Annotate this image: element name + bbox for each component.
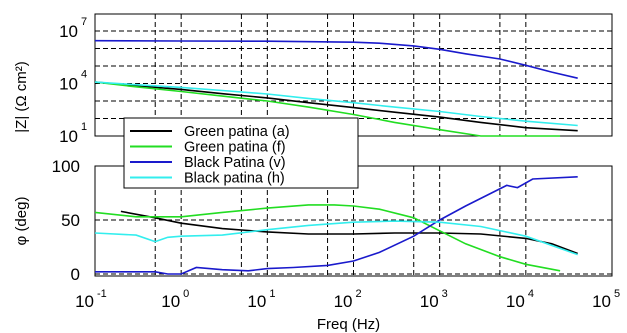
frequency-tick-exponent: 4 — [528, 288, 534, 300]
frequency-tick-label: 10 — [75, 292, 94, 311]
frequency-tick-labels: 10 -1 10 0 10 1 10 2 10 3 10 4 10 5 — [75, 288, 620, 311]
frequency-tick-exponent: -1 — [97, 288, 107, 300]
frequency-axis-label: Freq (Hz) — [317, 316, 380, 333]
phase-y-tick-label: 0 — [71, 265, 80, 284]
frequency-tick-exponent: 0 — [183, 288, 189, 300]
impedance-series-black-patina-h — [94, 81, 578, 127]
frequency-tick-label: 10 — [506, 292, 525, 311]
phase-series-black-patina-h — [94, 220, 578, 256]
phase-y-tick-label: 100 — [52, 157, 80, 176]
frequency-tick-label: 10 — [334, 292, 353, 311]
impedance-y-tick-label: 10 — [59, 75, 78, 94]
impedance-y-axis-label: |Z| (Ω cm²) — [13, 61, 30, 132]
impedance-y-tick-exponent: 7 — [81, 16, 87, 28]
legend-label-black-patina-v: Black Patina (v) — [184, 155, 286, 171]
impedance-series-green-patina-f — [94, 81, 561, 137]
frequency-tick-label: 10 — [420, 292, 439, 311]
legend-label-black-patina-h: Black patina (h) — [184, 171, 285, 187]
legend: Green patina (a)Green patina (f)Black Pa… — [123, 117, 359, 189]
impedance-y-tick-label: 10 — [59, 22, 78, 41]
impedance-y-tick-exponent: 4 — [81, 69, 87, 81]
impedance-series-black-patina-v — [94, 39, 578, 79]
frequency-tick-exponent: 2 — [356, 288, 362, 300]
impedance-series-green-patina-a — [94, 81, 578, 132]
legend-box — [123, 117, 359, 189]
impedance-y-tick-exponent: 1 — [81, 121, 87, 133]
legend-label-green-patina-f: Green patina (f) — [184, 140, 286, 156]
frequency-tick-label: 10 — [161, 292, 180, 311]
legend-label-green-patina-a: Green patina (a) — [184, 124, 290, 140]
impedance-y-tick-label: 10 — [59, 127, 78, 146]
phase-y-axis-label: φ (deg) — [13, 197, 30, 246]
phase-series-green-patina-f — [94, 204, 561, 272]
frequency-tick-exponent: 5 — [614, 288, 620, 300]
phase-series-black-patina-v — [95, 176, 578, 275]
frequency-tick-label: 10 — [592, 292, 611, 311]
frequency-tick-exponent: 1 — [269, 288, 275, 300]
frequency-tick-label: 10 — [247, 292, 266, 311]
phase-series-green-patina-a — [120, 210, 578, 255]
frequency-tick-exponent: 3 — [442, 288, 448, 300]
phase-y-tick-label: 50 — [61, 211, 80, 230]
